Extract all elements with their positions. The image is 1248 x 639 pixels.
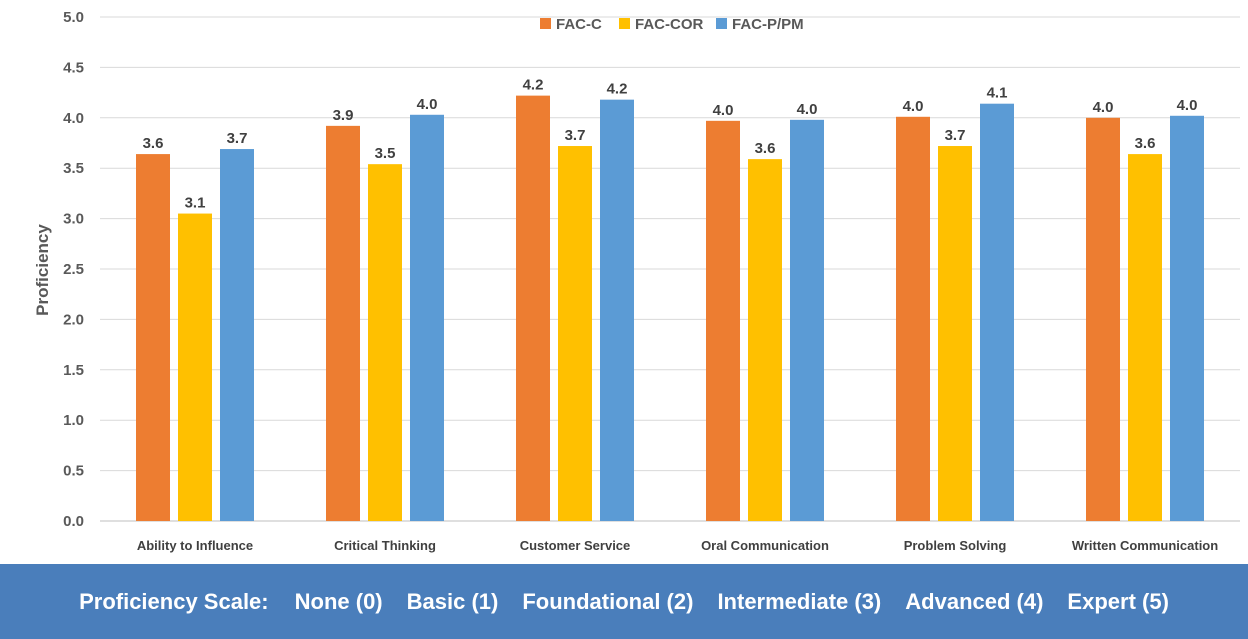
y-tick-label: 5.0 bbox=[63, 9, 84, 26]
data-label-fac-c-written-communication: 4.0 bbox=[1093, 99, 1114, 116]
data-label-fac-cor-problem-solving: 3.7 bbox=[945, 127, 966, 144]
data-label-fac-c-oral-communication: 4.0 bbox=[713, 102, 734, 119]
bar-fac-c-critical-thinking bbox=[326, 125, 360, 521]
y-tick-label: 4.0 bbox=[63, 110, 84, 127]
y-tick-label: 4.5 bbox=[63, 59, 84, 76]
x-axis-categories: Ability to Influence Critical Thinking Cus… bbox=[137, 538, 1218, 553]
bar-fac-p-pm-critical-thinking bbox=[410, 114, 444, 521]
data-label-fac-p-pm-ability-to-influence: 3.7 bbox=[227, 130, 248, 147]
y-tick-label: 0.5 bbox=[63, 463, 84, 480]
x-tick-label-ability-to-influence: Ability to Influence bbox=[137, 538, 253, 553]
y-axis-label: Proficiency bbox=[33, 224, 52, 316]
gridlines bbox=[100, 16, 1240, 522]
y-tick-label: 2.0 bbox=[63, 311, 84, 328]
bar-fac-p-pm-ability-to-influence bbox=[220, 149, 254, 521]
bar-fac-cor-oral-communication bbox=[748, 159, 782, 522]
bar-fac-c-problem-solving bbox=[896, 116, 930, 522]
legend-label-fac-cor: FAC-COR bbox=[635, 16, 703, 33]
x-tick-label-written-communication: Written Communication bbox=[1072, 538, 1218, 553]
scale-level-none: None (0) bbox=[294, 588, 383, 614]
x-tick-label-problem-solving: Problem Solving bbox=[904, 538, 1007, 553]
y-axis-ticks: 0.0 0.5 1.0 1.5 2.0 2.5 3.0 3.5 4.0 4.5 5.0 bbox=[63, 9, 84, 530]
legend-swatch-fac-cor bbox=[619, 18, 630, 29]
bar-fac-cor-customer-service bbox=[558, 146, 592, 522]
y-tick-label: 3.0 bbox=[63, 211, 84, 228]
x-tick-label-oral-communication: Oral Communication bbox=[701, 538, 829, 553]
data-label-fac-p-pm-oral-communication: 4.0 bbox=[797, 101, 818, 118]
bars bbox=[136, 95, 1204, 522]
proficiency-scale-banner: Proficiency Scale: None (0) Basic (1) Fo… bbox=[0, 564, 1248, 639]
data-label-fac-cor-customer-service: 3.7 bbox=[565, 127, 586, 144]
x-tick-label-customer-service: Customer Service bbox=[520, 538, 631, 553]
legend-label-fac-c: FAC-C bbox=[556, 16, 602, 33]
data-label-fac-p-pm-customer-service: 4.2 bbox=[607, 81, 628, 98]
proficiency-bar-chart: 0.0 0.5 1.0 1.5 2.0 2.5 3.0 3.5 4.0 4.5 5.0 Profic… bbox=[33, 9, 1240, 553]
y-tick-label: 0.0 bbox=[63, 513, 84, 530]
bar-fac-c-written-communication bbox=[1086, 117, 1120, 522]
data-label-fac-p-pm-problem-solving: 4.1 bbox=[987, 85, 1008, 102]
scale-level-advanced: Advanced (4) bbox=[905, 588, 1044, 614]
legend-swatch-fac-c bbox=[540, 18, 551, 29]
bar-fac-p-pm-problem-solving bbox=[980, 103, 1014, 522]
data-label-fac-c-critical-thinking: 3.9 bbox=[333, 107, 354, 124]
bar-fac-cor-written-communication bbox=[1128, 154, 1162, 521]
y-tick-label: 2.5 bbox=[63, 261, 84, 278]
legend: FAC-C FAC-COR FAC-P/PM bbox=[540, 16, 804, 33]
data-label-fac-cor-written-communication: 3.6 bbox=[1135, 135, 1156, 152]
data-label-fac-cor-ability-to-influence: 3.1 bbox=[185, 195, 206, 212]
y-tick-label: 1.0 bbox=[63, 412, 84, 429]
y-tick-label: 3.5 bbox=[63, 160, 84, 177]
bar-fac-p-pm-customer-service bbox=[600, 99, 634, 521]
data-label-fac-p-pm-critical-thinking: 4.0 bbox=[417, 96, 438, 113]
bar-fac-cor-ability-to-influence bbox=[178, 213, 212, 521]
scale-level-foundational: Foundational (2) bbox=[522, 588, 694, 614]
data-label-fac-c-customer-service: 4.2 bbox=[523, 77, 544, 94]
data-label-fac-c-ability-to-influence: 3.6 bbox=[143, 135, 164, 152]
scale-level-intermediate: Intermediate (3) bbox=[717, 588, 882, 614]
x-tick-label-critical-thinking: Critical Thinking bbox=[334, 538, 436, 553]
bar-fac-p-pm-written-communication bbox=[1170, 115, 1204, 521]
data-label-fac-p-pm-written-communication: 4.0 bbox=[1177, 97, 1198, 114]
bar-fac-c-customer-service bbox=[516, 95, 550, 522]
data-label-fac-cor-oral-communication: 3.6 bbox=[755, 140, 776, 157]
scale-level-basic: Basic (1) bbox=[406, 588, 499, 614]
data-label-fac-c-problem-solving: 4.0 bbox=[903, 98, 924, 115]
data-label-fac-cor-critical-thinking: 3.5 bbox=[375, 145, 396, 162]
bar-fac-c-ability-to-influence bbox=[136, 154, 170, 521]
legend-label-fac-p-pm: FAC-P/PM bbox=[732, 16, 804, 33]
data-labels: 3.6 3.1 3.7 3.9 3.5 4.0 4.2 3.7 4.2 4.0 3.6 4.0 4.0 3… bbox=[143, 77, 1198, 212]
legend-swatch-fac-p-pm bbox=[716, 18, 727, 29]
bar-fac-p-pm-oral-communication bbox=[790, 119, 824, 521]
bar-fac-cor-critical-thinking bbox=[368, 164, 402, 521]
scale-level-expert: Expert (5) bbox=[1067, 588, 1169, 614]
proficiency-scale-label: Proficiency Scale: bbox=[79, 588, 269, 614]
bar-fac-cor-problem-solving bbox=[938, 146, 972, 522]
y-tick-label: 1.5 bbox=[63, 362, 84, 379]
bar-fac-c-oral-communication bbox=[706, 120, 740, 521]
